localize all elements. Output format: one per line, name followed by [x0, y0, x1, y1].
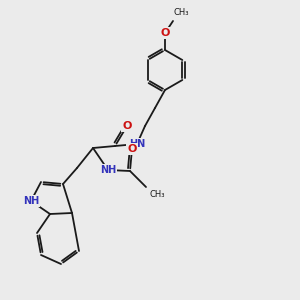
Text: O: O [160, 28, 170, 38]
Text: O: O [127, 144, 137, 154]
Text: CH₃: CH₃ [174, 8, 190, 17]
Text: NH: NH [23, 196, 39, 206]
Text: O: O [122, 121, 132, 131]
Text: NH: NH [100, 165, 116, 175]
Text: HN: HN [129, 139, 145, 149]
Text: CH₃: CH₃ [149, 190, 164, 199]
